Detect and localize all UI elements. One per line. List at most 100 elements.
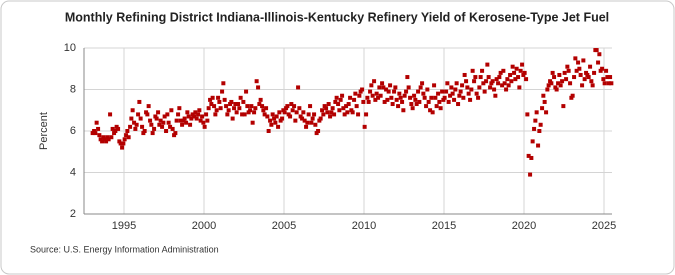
data-point xyxy=(561,104,566,109)
data-point xyxy=(94,120,99,125)
data-point xyxy=(518,68,523,73)
data-point xyxy=(468,97,473,102)
data-point xyxy=(578,72,583,77)
data-point xyxy=(172,133,177,138)
data-point xyxy=(360,87,365,92)
data-point xyxy=(390,102,395,107)
data-point xyxy=(504,87,509,92)
data-point xyxy=(358,89,363,94)
data-point xyxy=(378,93,383,98)
data-point xyxy=(473,75,478,80)
data-point xyxy=(250,120,255,125)
data-point xyxy=(241,99,246,104)
data-point xyxy=(440,89,445,94)
data-point xyxy=(325,110,330,115)
data-point xyxy=(352,97,357,102)
data-point xyxy=(544,110,549,115)
data-point xyxy=(396,104,401,109)
data-point xyxy=(281,108,286,113)
data-point xyxy=(597,52,602,57)
data-point xyxy=(368,89,373,94)
data-point xyxy=(577,66,582,71)
data-point xyxy=(120,145,125,150)
data-point xyxy=(320,108,325,113)
data-point xyxy=(196,112,201,117)
data-point xyxy=(416,89,421,94)
data-point xyxy=(350,110,355,115)
data-point xyxy=(449,85,454,90)
data-point xyxy=(506,83,511,88)
data-point xyxy=(380,81,385,86)
data-point xyxy=(373,97,378,102)
data-point xyxy=(160,124,165,129)
data-point xyxy=(225,112,230,117)
data-point xyxy=(436,91,441,96)
data-point xyxy=(570,93,575,98)
data-point xyxy=(481,81,486,86)
data-point xyxy=(164,129,169,133)
data-point xyxy=(205,118,210,123)
data-point xyxy=(318,116,323,121)
data-point xyxy=(422,95,427,100)
data-point xyxy=(513,77,518,82)
data-point xyxy=(149,122,154,127)
data-point xyxy=(462,72,467,77)
data-point xyxy=(366,99,371,104)
data-point xyxy=(256,85,261,90)
data-point xyxy=(234,110,239,115)
data-point xyxy=(268,118,273,123)
data-point xyxy=(450,91,455,96)
data-point xyxy=(581,58,586,63)
data-point xyxy=(568,81,573,86)
data-point xyxy=(188,122,193,127)
data-point xyxy=(510,64,515,69)
data-point xyxy=(517,85,522,90)
data-point xyxy=(328,114,333,119)
data-point xyxy=(382,99,387,104)
data-point xyxy=(222,97,227,102)
data-point xyxy=(293,118,298,123)
data-point xyxy=(270,112,275,117)
data-point xyxy=(238,95,243,100)
data-point xyxy=(424,104,429,109)
data-point xyxy=(398,95,403,100)
data-point xyxy=(521,72,526,77)
data-point xyxy=(194,116,199,121)
data-point xyxy=(489,81,494,86)
data-point xyxy=(461,95,466,100)
data-point xyxy=(529,155,534,160)
data-point xyxy=(226,108,231,113)
data-point xyxy=(106,137,111,142)
data-point xyxy=(142,129,147,133)
data-point xyxy=(514,66,519,71)
data-point xyxy=(230,116,235,121)
data-point xyxy=(138,116,143,121)
data-point xyxy=(122,137,127,142)
data-point xyxy=(456,102,461,107)
data-point xyxy=(540,106,545,111)
data-point xyxy=(186,114,191,119)
data-point xyxy=(549,81,554,86)
data-point xyxy=(221,81,226,86)
data-point xyxy=(154,116,159,121)
data-point xyxy=(365,95,370,100)
data-point xyxy=(574,68,579,73)
data-point xyxy=(376,95,381,100)
data-point xyxy=(197,108,202,113)
data-point xyxy=(592,70,597,75)
data-point xyxy=(310,116,315,121)
data-point xyxy=(512,70,517,75)
data-point xyxy=(344,104,349,109)
data-point xyxy=(600,66,605,71)
data-point xyxy=(302,118,307,123)
data-point xyxy=(249,104,254,109)
data-point xyxy=(501,68,506,73)
data-point xyxy=(113,129,118,133)
data-point xyxy=(590,83,595,88)
data-point xyxy=(93,131,98,136)
data-point xyxy=(313,122,318,127)
y-tick-label: 10 xyxy=(64,42,76,54)
data-point xyxy=(253,106,258,111)
data-point xyxy=(345,110,350,115)
data-point xyxy=(444,89,449,94)
